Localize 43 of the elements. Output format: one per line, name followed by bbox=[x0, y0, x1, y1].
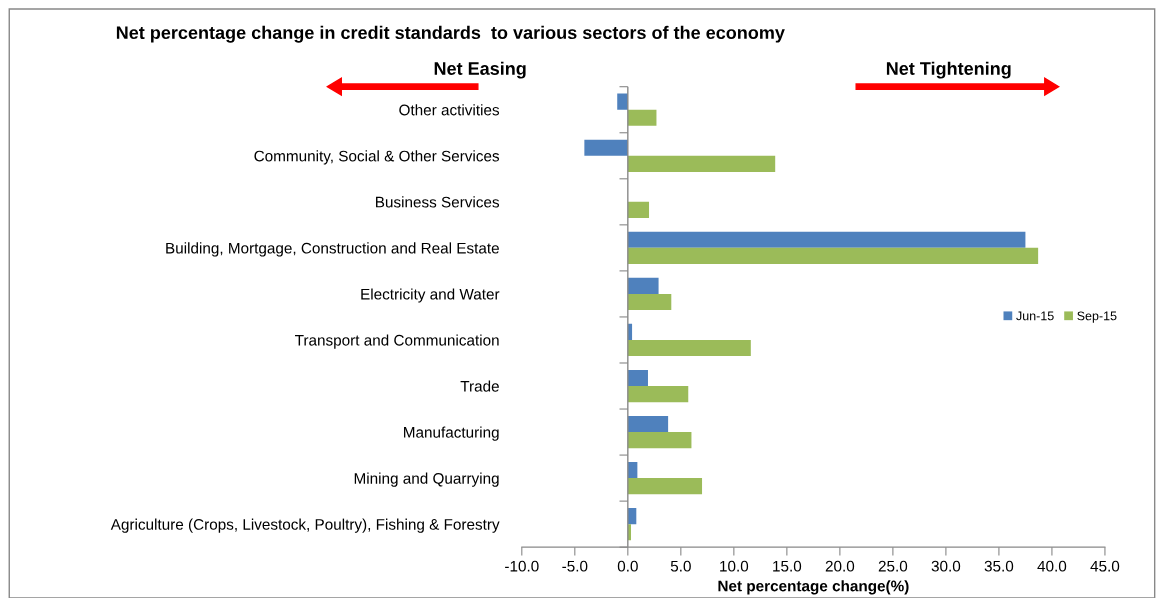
bar bbox=[627, 231, 1026, 248]
bar bbox=[627, 339, 751, 357]
y-tick-label: Electricity and Water bbox=[361, 288, 500, 303]
x-tick-label: 10.0 bbox=[720, 560, 749, 572]
bar bbox=[627, 478, 703, 495]
text: Net Easing bbox=[434, 61, 526, 79]
x-tick-label: 5.0 bbox=[670, 560, 691, 572]
y-tick-label: Mining and Quarrying bbox=[354, 472, 499, 487]
bar bbox=[627, 155, 776, 172]
bar bbox=[627, 247, 1039, 264]
legend-label: Sep-15 bbox=[1077, 311, 1117, 323]
x-tick-label: 20.0 bbox=[825, 560, 855, 572]
y-tick-label: Community, Social & Other Services bbox=[254, 150, 500, 165]
bar bbox=[584, 139, 628, 156]
bar bbox=[627, 386, 689, 403]
bar bbox=[627, 109, 657, 126]
x-tick-label: 35.0 bbox=[984, 560, 1014, 572]
legend-label: Jun-15 bbox=[1016, 311, 1054, 321]
bar bbox=[627, 432, 692, 449]
bar bbox=[627, 293, 672, 311]
y-tick-label: Business Services bbox=[376, 196, 500, 208]
y-tick-label: Manufacturing bbox=[404, 426, 499, 441]
y-tick-label: Agriculture (Crops, Livestock, Poultry), Fishing & Forestry bbox=[110, 518, 500, 533]
text: Net Tightening bbox=[886, 61, 1011, 79]
bar bbox=[617, 93, 628, 110]
bar bbox=[627, 201, 650, 218]
x-tick-label: 30.0 bbox=[931, 560, 961, 572]
x-tick-label: 0.0 bbox=[617, 560, 638, 572]
x-tick-label: -10.0 bbox=[505, 560, 539, 572]
x-tick-label: -5.0 bbox=[562, 560, 588, 572]
chart-title: Net percentage change in credit standards to various sectors of the economy bbox=[116, 25, 785, 43]
y-tick-label: Building, Mortgage, Construction and Real Estate bbox=[166, 242, 499, 257]
x-tick-label: 15.0 bbox=[773, 560, 802, 572]
y-tick-label: Other activities bbox=[399, 104, 500, 116]
y-tick-label: Trade bbox=[460, 380, 499, 392]
bar bbox=[627, 277, 659, 294]
x-axis-title: Net percentage change(%) bbox=[718, 580, 909, 595]
bar bbox=[627, 415, 669, 433]
y-tick-label: Transport and Communication bbox=[295, 334, 499, 349]
x-tick-label: 25.0 bbox=[878, 560, 908, 572]
x-tick-label: 45.0 bbox=[1090, 560, 1120, 572]
bar bbox=[627, 369, 648, 387]
x-tick-label: 40.0 bbox=[1037, 560, 1067, 572]
